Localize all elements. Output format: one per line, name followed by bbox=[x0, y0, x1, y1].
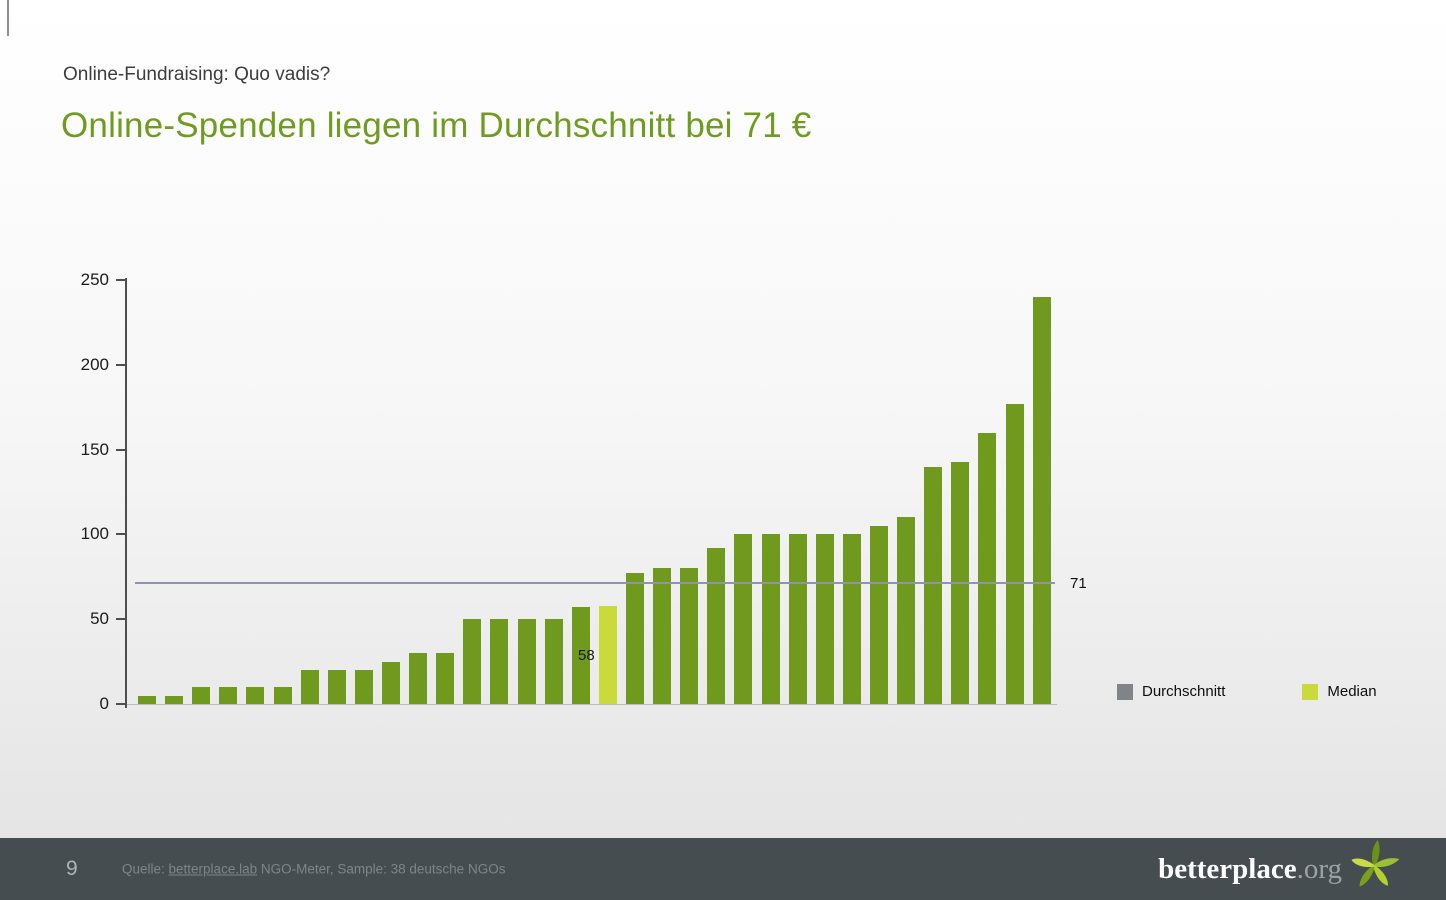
y-tick-mark bbox=[116, 703, 125, 705]
bar bbox=[165, 695, 184, 704]
bar bbox=[815, 534, 834, 704]
bar bbox=[842, 534, 861, 704]
bar bbox=[192, 687, 211, 704]
y-tick-mark bbox=[116, 448, 125, 451]
bar bbox=[219, 687, 238, 704]
source-suffix: NGO-Meter, Sample: 38 deutsche NGOs bbox=[257, 861, 506, 877]
bar bbox=[138, 695, 156, 704]
logo-text-suffix: .org bbox=[1296, 852, 1342, 885]
bar bbox=[897, 517, 916, 704]
durchschnitt-swatch-icon bbox=[1117, 683, 1133, 700]
footer: 9 Quelle: betterplace.lab NGO-Meter, Sam… bbox=[0, 838, 1446, 900]
source-note: Quelle: betterplace.lab NGO-Meter, Sampl… bbox=[122, 862, 505, 877]
bar bbox=[571, 607, 590, 704]
median-swatch-icon bbox=[1302, 683, 1319, 700]
bar bbox=[734, 534, 753, 704]
y-tick-label: 50 bbox=[90, 609, 109, 629]
bar bbox=[1032, 297, 1051, 704]
legend: Durchschnitt Median bbox=[1117, 683, 1377, 700]
bar bbox=[653, 568, 672, 704]
source-link[interactable]: betterplace.lab bbox=[168, 861, 258, 877]
bar bbox=[463, 619, 482, 704]
bar bbox=[273, 687, 292, 704]
betterplace-logo: betterplace .org bbox=[1158, 839, 1402, 892]
slide-edge-mark bbox=[7, 0, 9, 36]
bar bbox=[978, 432, 997, 704]
bar bbox=[869, 525, 888, 704]
y-tick-label: 100 bbox=[80, 524, 109, 544]
y-tick-mark bbox=[116, 279, 125, 281]
bar bbox=[924, 466, 943, 704]
y-tick-label: 0 bbox=[99, 694, 109, 713]
page-title: Online-Spenden liegen im Durchschnitt be… bbox=[61, 106, 812, 145]
betterplace-star-icon bbox=[1351, 839, 1400, 887]
y-tick-label: 150 bbox=[80, 439, 109, 459]
median-label: 58 bbox=[578, 646, 595, 664]
legend-label-durchschnitt: Durchschnitt bbox=[1142, 683, 1226, 700]
bar bbox=[300, 670, 319, 704]
y-axis-line bbox=[125, 278, 127, 708]
source-prefix: Quelle: bbox=[122, 861, 169, 877]
bars bbox=[127, 281, 1057, 704]
kicker-text: Online-Fundraising: Quo vadis? bbox=[63, 64, 331, 85]
bar bbox=[409, 653, 428, 704]
legend-item-durchschnitt: Durchschnitt bbox=[1117, 683, 1225, 700]
bar bbox=[354, 670, 373, 704]
legend-item-median: Median bbox=[1302, 683, 1377, 700]
y-tick-label: 250 bbox=[80, 270, 109, 289]
bar bbox=[517, 619, 536, 704]
bar bbox=[680, 568, 699, 704]
y-tick-mark bbox=[116, 618, 125, 621]
bar bbox=[246, 687, 265, 704]
legend-label-median: Median bbox=[1327, 683, 1377, 700]
bar bbox=[327, 670, 346, 704]
page-number: 9 bbox=[66, 857, 78, 880]
plot-area: 0 50 100 150 200 250 71 58 bbox=[81, 270, 1087, 713]
bar bbox=[761, 534, 780, 704]
average-label: 71 bbox=[1070, 574, 1087, 592]
average-line bbox=[135, 581, 1055, 584]
bar bbox=[788, 534, 807, 704]
bar bbox=[625, 573, 644, 704]
y-tick-mark bbox=[116, 533, 125, 536]
y-axis-ticks: 0 50 100 150 200 250 bbox=[81, 270, 1057, 713]
y-tick-mark bbox=[116, 363, 125, 366]
bar bbox=[707, 548, 726, 704]
bar-median bbox=[598, 605, 617, 704]
y-tick-label: 200 bbox=[80, 354, 109, 374]
bar bbox=[381, 661, 400, 704]
bar bbox=[490, 619, 509, 704]
bar bbox=[1005, 403, 1024, 704]
logo-text-main: betterplace bbox=[1158, 852, 1297, 885]
bar bbox=[436, 653, 455, 704]
bar bbox=[544, 619, 563, 704]
